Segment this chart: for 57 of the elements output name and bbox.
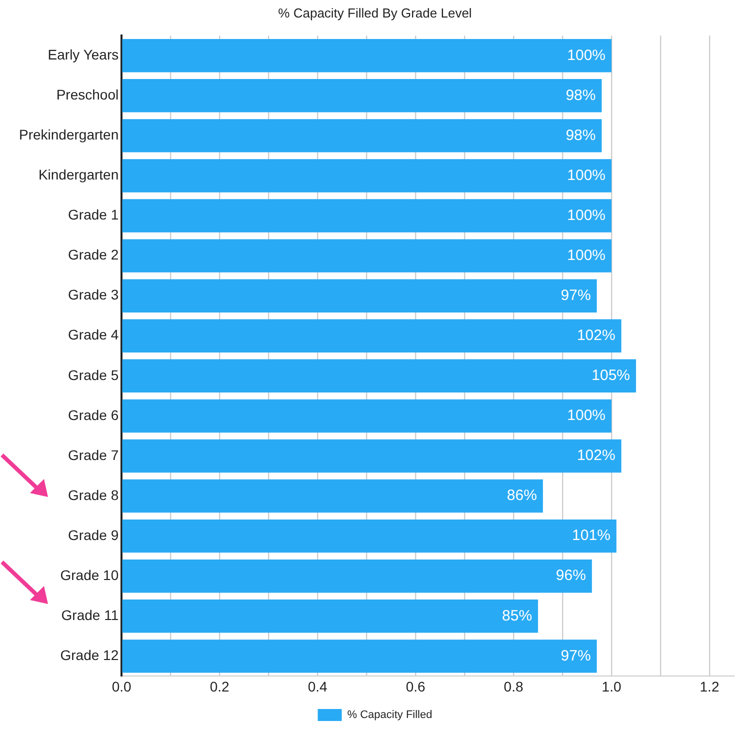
data-label: 97% <box>560 647 591 664</box>
data-label: 102% <box>576 447 616 464</box>
data-label: 100% <box>567 206 606 224</box>
bar <box>122 640 597 673</box>
y-tick-label: Grade 5 <box>68 366 119 383</box>
y-tick-label: Grade 7 <box>68 446 119 463</box>
bar <box>122 319 622 352</box>
data-label: 101% <box>572 527 610 544</box>
y-tick-label: Grade 1 <box>68 206 119 223</box>
y-tick-label: Prekindergarten <box>18 126 119 143</box>
bar <box>122 119 602 152</box>
data-label: 102% <box>576 327 616 344</box>
bar <box>122 79 602 112</box>
bar <box>122 359 636 393</box>
bar <box>122 39 612 72</box>
y-tick-label: Early Years <box>48 46 119 62</box>
bar <box>122 600 538 633</box>
y-tick-label: Kindergarten <box>38 166 119 183</box>
data-label: 85% <box>502 607 532 624</box>
bar <box>122 239 612 272</box>
bar <box>122 479 543 513</box>
y-tick-label: Grade 8 <box>68 486 119 503</box>
bar <box>122 279 597 312</box>
bar <box>122 159 612 192</box>
x-tick-label: 0.2 <box>210 678 230 694</box>
x-tick-label: 1.0 <box>602 678 622 694</box>
legend-label: % Capacity Filled <box>347 709 432 722</box>
bar <box>122 559 592 593</box>
x-tick-label: 1.2 <box>700 678 720 694</box>
data-label: 98% <box>566 126 596 144</box>
x-tick-label: 0.8 <box>504 678 524 694</box>
y-tick-label: Grade 2 <box>68 246 119 263</box>
data-label: 96% <box>556 567 586 584</box>
data-label: 100% <box>567 246 606 264</box>
data-label: 100% <box>567 46 606 64</box>
bar <box>122 519 616 553</box>
data-label: 97% <box>560 286 591 304</box>
data-label: 86% <box>506 487 537 504</box>
data-label: 100% <box>567 166 606 184</box>
y-tick-label: Grade 12 <box>60 647 119 664</box>
y-tick-label: Grade 11 <box>61 607 119 624</box>
x-tick-label: 0.4 <box>308 678 328 694</box>
y-tick-label: Grade 10 <box>60 566 119 583</box>
y-tick-label: Grade 6 <box>68 406 119 423</box>
y-tick-label: Grade 4 <box>68 326 119 343</box>
y-tick-label: Grade 3 <box>68 286 119 303</box>
y-tick-label: Grade 9 <box>68 526 119 543</box>
y-tick-label: Preschool <box>56 86 119 103</box>
x-tick-label: 0.6 <box>406 678 426 694</box>
bar <box>122 399 612 433</box>
x-tick-label: 0.0 <box>112 678 132 694</box>
bar <box>122 199 612 232</box>
data-label: 105% <box>592 367 630 384</box>
data-label: 98% <box>566 86 596 104</box>
bar <box>122 439 622 473</box>
data-label: 100% <box>567 407 606 424</box>
chart-title: % Capacity Filled By Grade Level <box>278 5 472 20</box>
